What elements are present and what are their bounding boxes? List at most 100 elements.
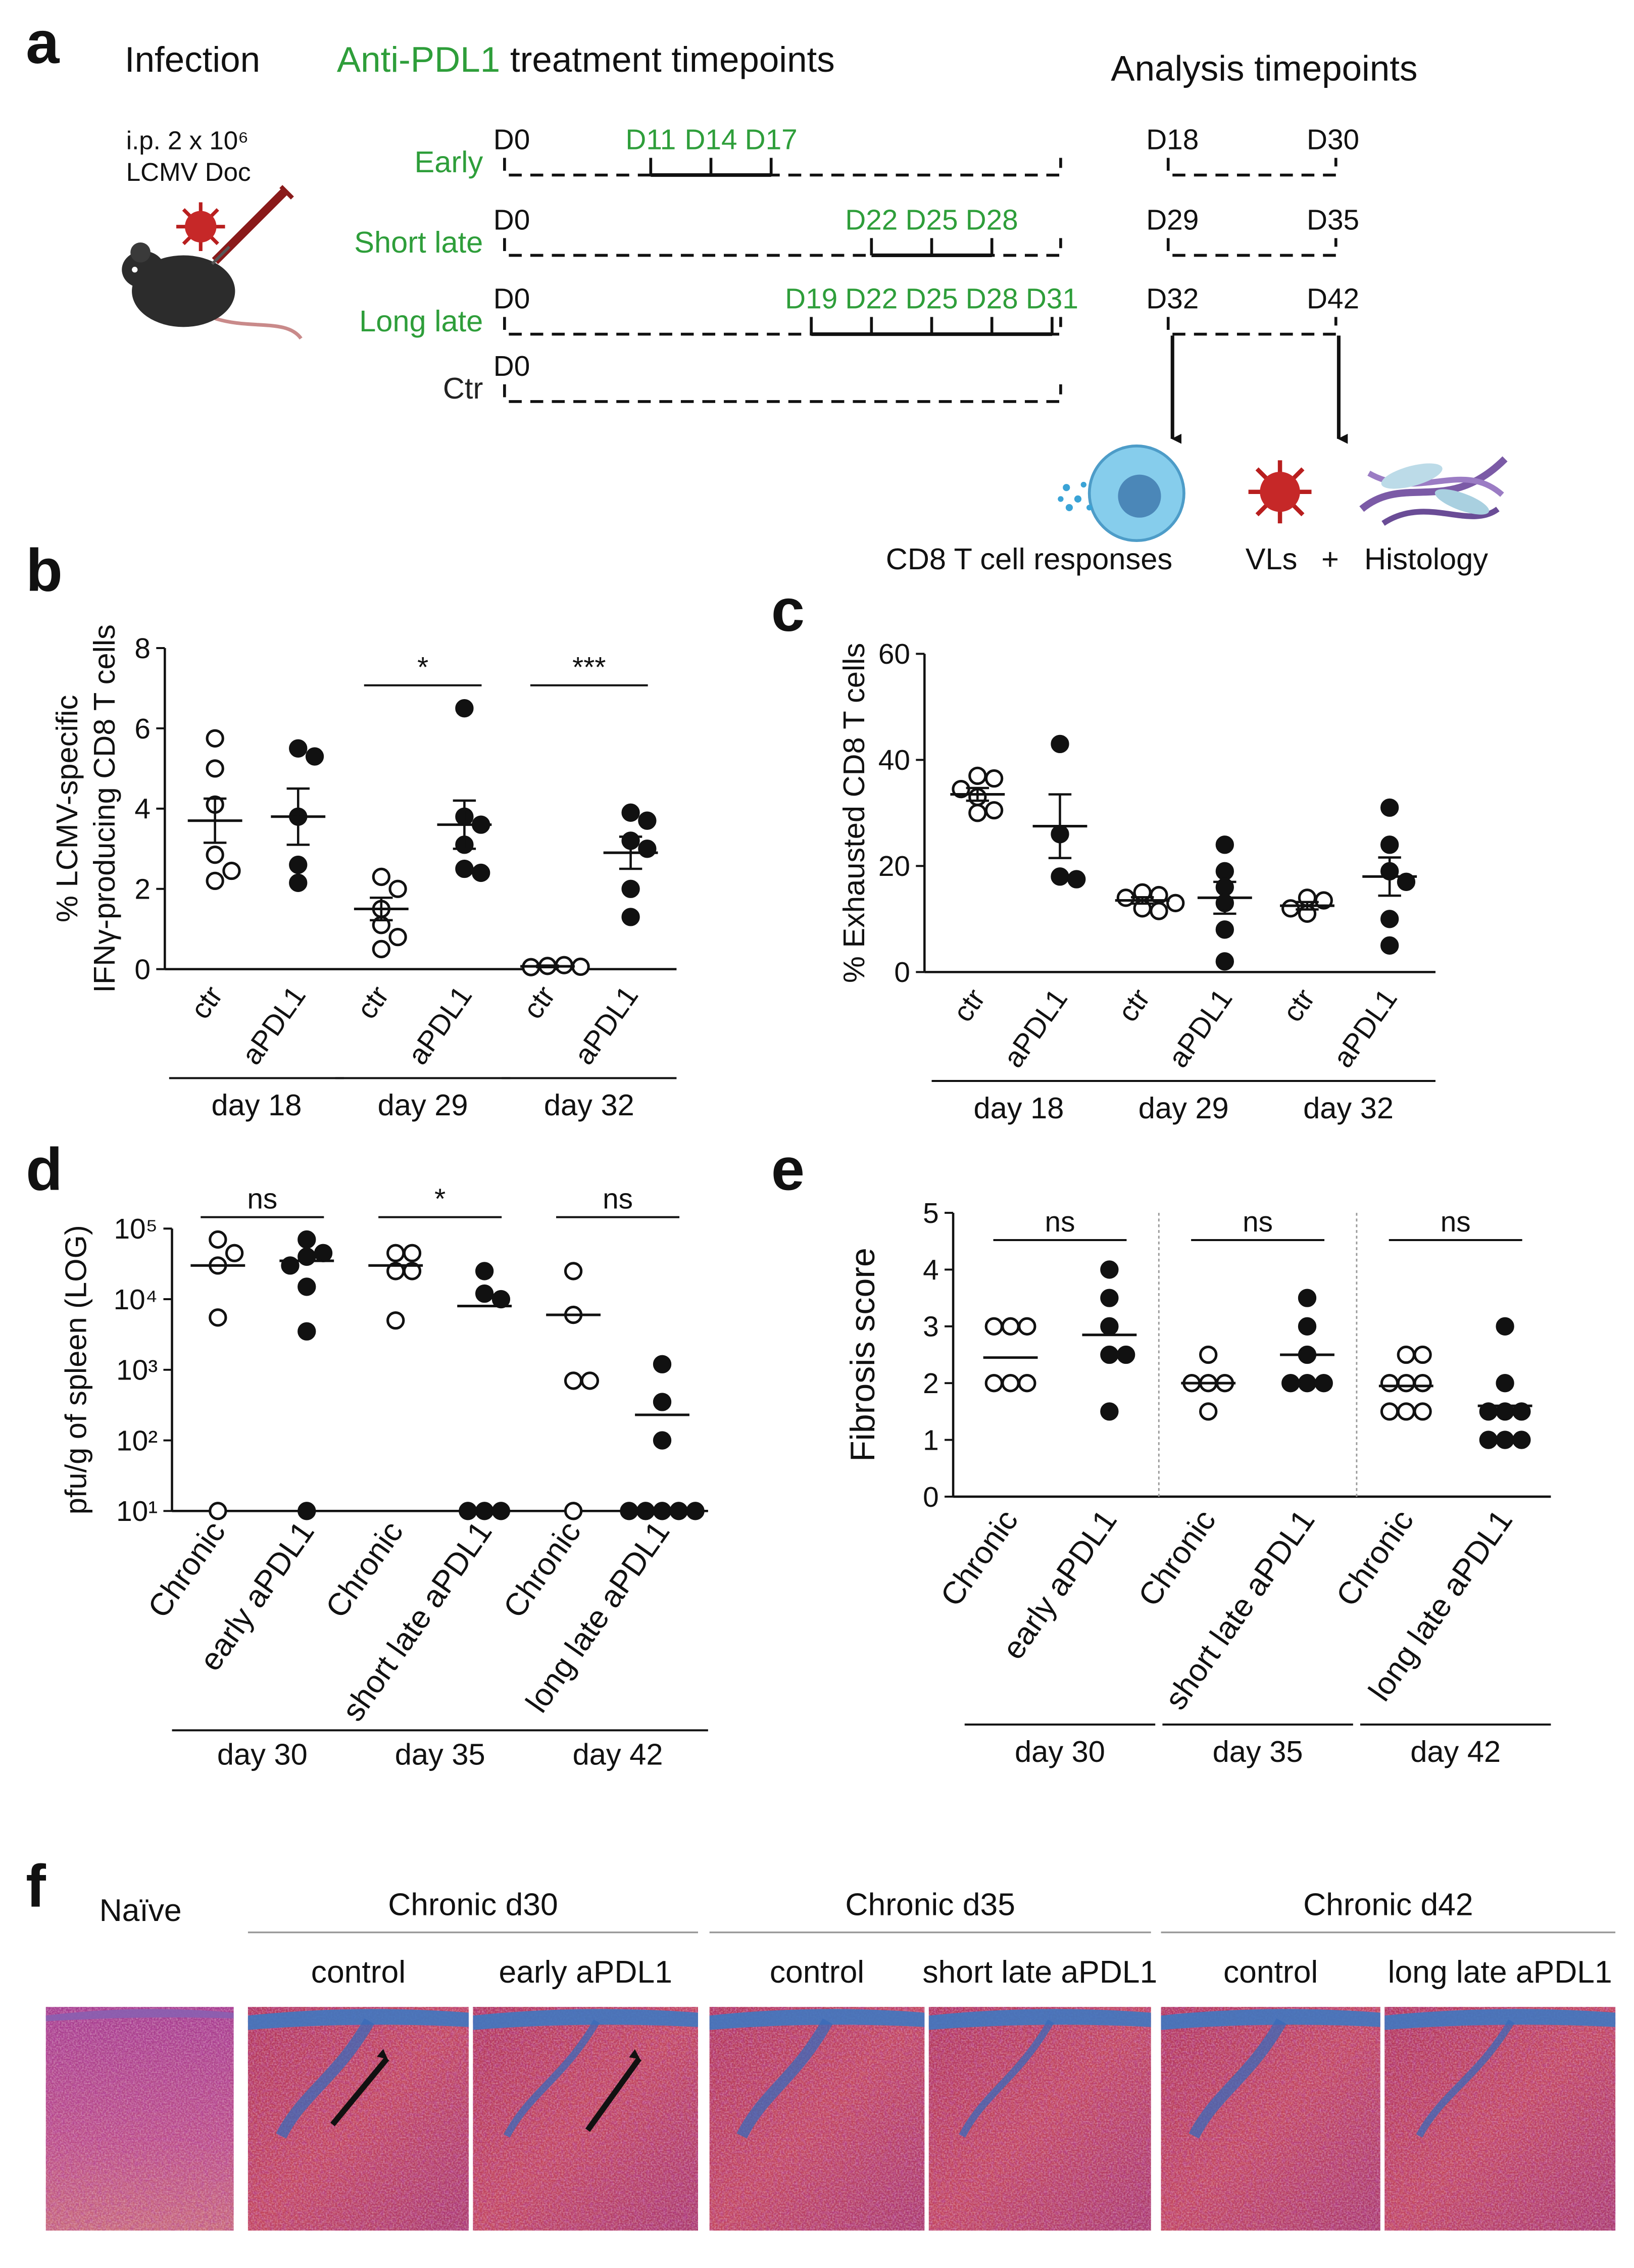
panel-letter: e [771, 1136, 805, 1203]
mouse-icon [122, 185, 303, 340]
error-bar [619, 835, 642, 870]
data-point [638, 811, 657, 830]
data-point [571, 957, 590, 976]
data-point [1215, 952, 1234, 971]
treatment-day: D14 [684, 124, 737, 156]
treatment-day: D22 [845, 283, 898, 315]
heading: Analysis timepoints [1111, 48, 1417, 88]
data-point [1051, 734, 1069, 754]
data-point [386, 1244, 405, 1262]
group-label: day 29 [378, 1088, 468, 1122]
timeline [503, 384, 1062, 403]
data-point [1496, 1374, 1514, 1393]
group-label: day 32 [544, 1088, 634, 1122]
y-tick-label: 2 [923, 1368, 939, 1400]
error-bar [370, 896, 393, 921]
data-point [1380, 835, 1399, 854]
data-point [403, 1244, 422, 1262]
x-tick-label: ctr [947, 983, 992, 1028]
group-label: day 32 [1303, 1091, 1394, 1125]
data-point [653, 1431, 672, 1450]
data-point [372, 940, 390, 959]
group-header: Chronic d42 [1303, 1887, 1473, 1922]
virus-icon [176, 202, 225, 251]
treatment-day: D17 [745, 124, 798, 156]
error-bar [1048, 793, 1072, 859]
readout-label: CD8 T cell responses [886, 542, 1172, 576]
x-tick-label: Chronic [497, 1515, 588, 1624]
error-bar [203, 797, 227, 844]
data-point [1298, 1317, 1317, 1336]
data-point [1100, 1260, 1119, 1279]
data-point [653, 1502, 672, 1520]
panel-letter: c [771, 577, 805, 644]
data-point [475, 1284, 494, 1303]
group-label: day 18 [212, 1088, 302, 1122]
data-point [564, 1502, 583, 1520]
x-tick-label: Chronic [141, 1515, 232, 1624]
data-point [1314, 1374, 1333, 1393]
heading: Infection [125, 40, 260, 80]
data-point [621, 879, 640, 898]
data-point [1166, 894, 1185, 913]
analysis-span [1166, 238, 1338, 257]
y-tick-label: 10³ [116, 1355, 158, 1387]
data-point [289, 855, 308, 874]
data-point [206, 871, 224, 891]
arrow [585, 2049, 642, 2132]
data-point [1100, 1345, 1119, 1364]
data-point [1001, 1317, 1020, 1336]
data-point [1298, 1289, 1317, 1307]
row-name: Ctr [443, 371, 483, 405]
fibrosis-band [276, 2018, 375, 2139]
data-point [580, 1371, 600, 1390]
y-tick-label: 10⁴ [114, 1284, 158, 1316]
y-tick-label: 8 [134, 633, 151, 665]
timeline [503, 158, 1062, 177]
data-point [455, 699, 474, 718]
x-tick-label: ctr [1277, 983, 1321, 1028]
data-point [472, 863, 490, 882]
row-name: Short late [354, 225, 483, 259]
x-tick-label: aPDL1 [1162, 983, 1239, 1073]
data-point [1380, 910, 1399, 928]
group-label: day 29 [1138, 1091, 1229, 1125]
data-point [298, 1277, 316, 1296]
error-bar [966, 786, 989, 802]
group-label: day 35 [1213, 1735, 1303, 1768]
readout-label: Histology [1364, 542, 1488, 576]
y-tick-label: 0 [134, 954, 151, 986]
data-point [1215, 920, 1234, 939]
group-label: day 42 [1410, 1735, 1501, 1768]
data-point [1380, 936, 1399, 955]
data-point [1281, 1374, 1300, 1393]
panel-letter: d [26, 1136, 63, 1203]
data-point [1018, 1374, 1036, 1393]
column-header: Naïve [100, 1893, 182, 1928]
significance-label: ns [247, 1184, 277, 1215]
data-point [1199, 1402, 1218, 1421]
timeline [503, 317, 1062, 336]
panel-header: control [1223, 1954, 1318, 1990]
data-point [209, 1308, 227, 1327]
data-point [209, 1230, 227, 1249]
day-label: D0 [493, 351, 530, 382]
data-point [1413, 1345, 1432, 1364]
data-point [686, 1502, 705, 1520]
data-point [305, 747, 324, 766]
data-point [638, 840, 657, 858]
group-label: day 30 [217, 1738, 308, 1771]
data-point [984, 1317, 1003, 1336]
data-point [289, 739, 308, 758]
panel-header: early aPDL1 [499, 1954, 672, 1990]
panel-letter: b [26, 537, 63, 604]
capsule [928, 2009, 1151, 2030]
treatment-day: D25 [905, 204, 958, 236]
data-point [491, 1502, 511, 1520]
data-point [372, 867, 390, 886]
x-tick-label: aPDL1 [1327, 983, 1404, 1073]
y-tick-label: 4 [923, 1254, 939, 1286]
virus-text: LCMV Doc [126, 158, 251, 186]
data-point [386, 1311, 405, 1330]
x-tick-label: ctr [185, 980, 229, 1025]
